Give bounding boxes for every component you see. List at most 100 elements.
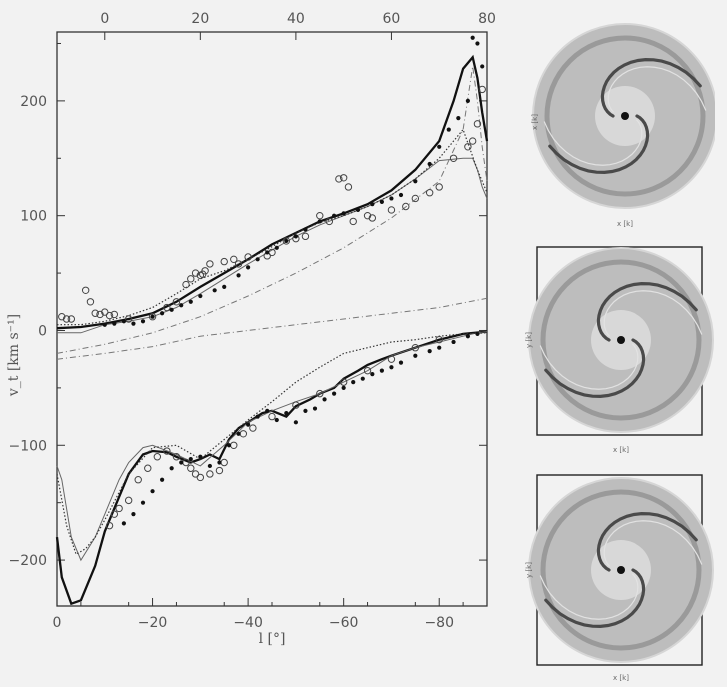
data-point-filled <box>140 500 146 505</box>
data-point-filled <box>465 98 470 103</box>
data-point-filled <box>389 365 394 370</box>
data-point-open <box>215 466 224 475</box>
y-tick-label: 200 <box>20 94 47 110</box>
data-point-filled <box>341 211 346 216</box>
data-point-open <box>464 143 472 151</box>
data-point-filled <box>413 353 418 358</box>
data-point-open <box>363 366 372 375</box>
data-point-filled <box>332 391 337 396</box>
data-point-filled <box>475 331 480 337</box>
data-point-open <box>105 311 114 320</box>
x-tick-label: 0 <box>53 615 62 631</box>
data-point-filled <box>236 273 241 278</box>
data-point-filled <box>255 414 260 419</box>
spiral-arm-highlight <box>539 573 639 620</box>
data-point-filled <box>274 417 279 423</box>
galaxy-panel-bottom: y [k] x [k] <box>525 474 714 682</box>
data-point-filled <box>246 422 251 427</box>
series-line-solid-thick <box>55 330 488 606</box>
data-point-open <box>201 267 209 275</box>
data-point-open <box>62 315 71 323</box>
data-point-filled <box>360 376 365 381</box>
data-point-filled <box>255 257 260 262</box>
data-point-open <box>230 441 238 449</box>
data-point-filled <box>437 144 442 149</box>
data-point-open <box>411 194 420 203</box>
spiral-arm <box>544 568 646 629</box>
data-point-open <box>339 378 348 386</box>
data-point-filled <box>140 319 146 324</box>
panel-x-label: x [k] <box>613 674 629 682</box>
x-top-tick-label: 0 <box>100 11 109 27</box>
galaxy-panel-middle: y [k] x [k] <box>525 246 714 454</box>
data-point-filled <box>303 408 308 413</box>
data-point-filled <box>370 202 375 207</box>
data-point-open <box>172 453 181 461</box>
data-point-open <box>344 183 353 191</box>
galaxy-center <box>621 112 629 120</box>
data-point-open <box>163 303 171 312</box>
y-tick-label: 100 <box>20 209 47 225</box>
data-point-open <box>148 313 157 321</box>
x-tick-label: −20 <box>138 615 168 631</box>
x-tick-label: −40 <box>233 615 263 631</box>
data-point-filled <box>274 245 279 250</box>
data-point-open <box>110 310 119 319</box>
data-point-open <box>124 315 133 323</box>
data-point-filled <box>437 345 442 350</box>
data-point-filled <box>465 334 470 339</box>
spiral-arm-highlight <box>539 343 639 390</box>
data-point-open <box>402 202 410 211</box>
y-tick-label: −100 <box>9 438 47 454</box>
data-point-filled <box>188 299 193 304</box>
data-point-open <box>244 253 252 261</box>
data-point-open <box>301 232 310 241</box>
data-point-filled <box>332 213 337 218</box>
data-point-open <box>101 308 109 316</box>
data-point-open <box>249 424 257 432</box>
x-top-tick-label: 80 <box>478 11 496 27</box>
data-point-open <box>191 470 200 478</box>
data-point-filled <box>480 64 485 69</box>
data-point-open <box>187 464 195 472</box>
data-point-filled <box>179 303 184 308</box>
data-point-filled <box>265 250 270 255</box>
spiral-arm-highlight <box>607 66 707 113</box>
data-point-open <box>110 510 119 518</box>
data-point-open <box>182 280 190 289</box>
data-point-open <box>435 335 443 344</box>
data-point-filled <box>379 368 384 373</box>
x-top-tick-label: 20 <box>191 11 209 27</box>
panel-x-label: x [k] <box>617 220 633 228</box>
data-point-open <box>206 260 214 268</box>
data-point-open <box>67 315 76 323</box>
data-point-open <box>86 298 95 306</box>
series-line-dotted <box>57 128 488 326</box>
data-point-filled <box>379 199 384 205</box>
data-point-open <box>196 473 205 482</box>
data-point-filled <box>451 339 456 345</box>
data-point-filled <box>121 521 126 526</box>
data-point-filled <box>179 460 184 465</box>
series-line-dashed <box>56 297 488 360</box>
data-point-open <box>163 447 171 455</box>
data-point-filled <box>475 41 480 46</box>
plot-frame <box>56 31 488 607</box>
data-point-open <box>473 120 482 128</box>
data-point-open <box>411 344 420 352</box>
data-point-open <box>220 257 228 266</box>
data-point-open <box>387 355 396 363</box>
data-point-filled <box>389 196 394 201</box>
data-point-filled <box>212 288 217 293</box>
data-point-filled <box>226 443 232 448</box>
data-point-open <box>81 286 90 294</box>
data-point-open <box>187 275 195 283</box>
data-point-filled <box>312 406 318 411</box>
data-point-open <box>105 521 114 530</box>
data-point-filled <box>293 420 298 425</box>
data-point-filled <box>222 284 227 289</box>
data-point-filled <box>398 360 404 365</box>
data-point-filled <box>121 319 126 324</box>
x-axis-label: l [°] <box>259 631 286 647</box>
data-point-filled <box>131 321 136 326</box>
